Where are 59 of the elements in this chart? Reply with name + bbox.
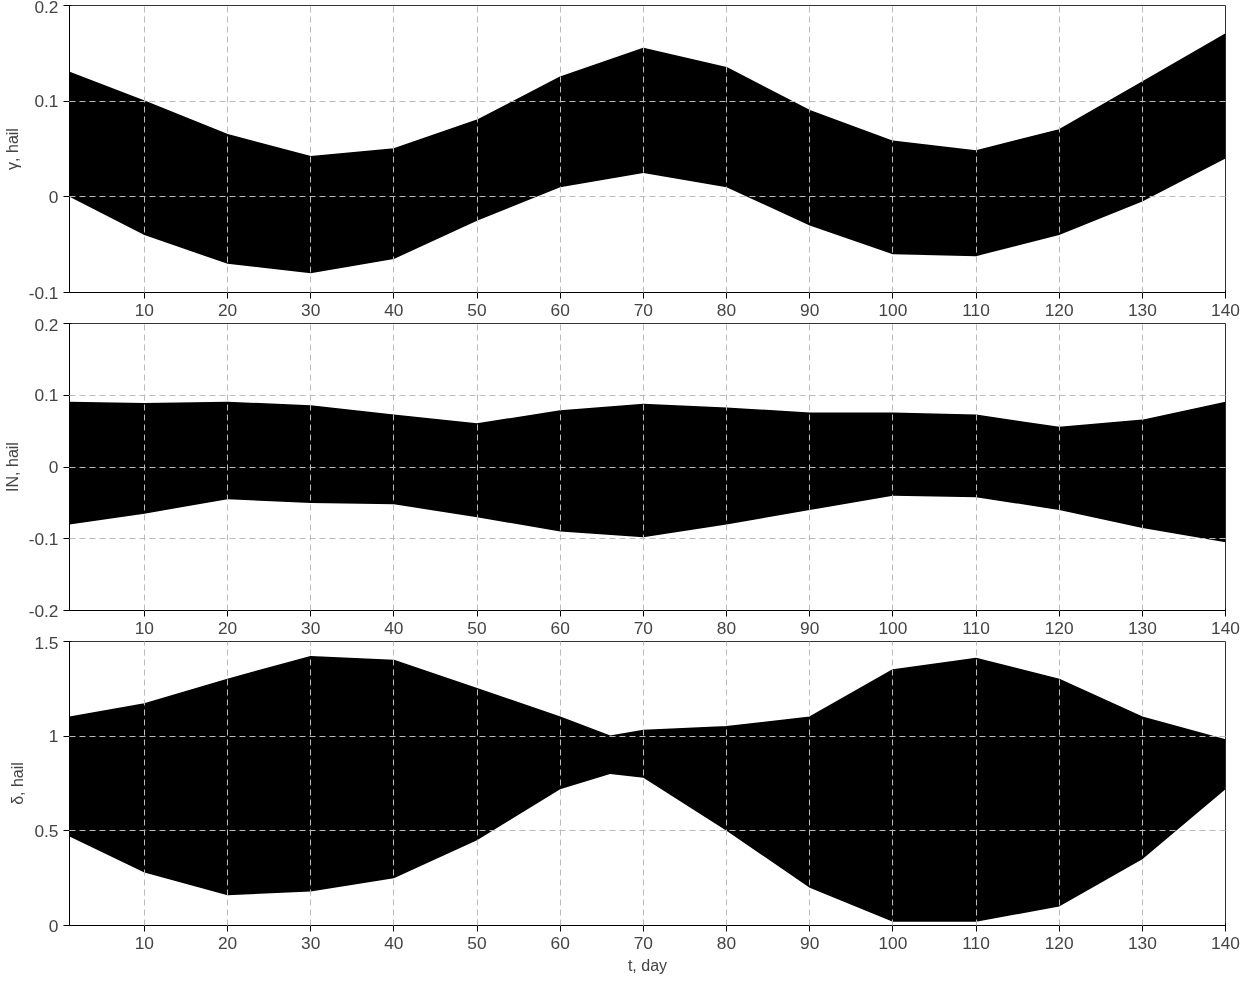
x-tick-label: 60: [550, 299, 570, 320]
y-tick-label: 0.5: [34, 820, 59, 841]
y-axis-title: IN, hail: [3, 442, 21, 492]
x-tick-label: 90: [800, 932, 820, 953]
x-tick-label: 70: [633, 299, 653, 320]
y-tick-label: 0: [48, 915, 59, 936]
y-axis-title: γ, hail: [3, 128, 21, 170]
y-tick-label: 0: [48, 186, 59, 207]
y-tick-label: 1.5: [34, 632, 59, 653]
x-tick-label: 60: [550, 932, 570, 953]
y-tick-label: -0.1: [28, 528, 59, 549]
y-tick-label: 0.2: [34, 314, 59, 335]
x-tick-label: 70: [633, 932, 653, 953]
x-tick-label: 40: [384, 932, 404, 953]
y-tick-label: 0.1: [34, 385, 59, 406]
x-tick-label: 110: [962, 617, 990, 638]
x-tick-label: 100: [878, 932, 908, 953]
x-tick-label: 140: [1211, 299, 1240, 320]
y-tick-label: 0.2: [34, 0, 59, 17]
x-axis-title: t, day: [627, 956, 668, 974]
x-tick-label: 100: [878, 617, 908, 638]
x-tick-label: 90: [800, 617, 820, 638]
x-tick-label: 120: [1044, 299, 1074, 320]
x-tick-label: 30: [301, 932, 321, 953]
y-tick-label: 0: [48, 457, 59, 477]
y-tick-label: 1: [48, 726, 59, 747]
x-tick-label: 90: [800, 299, 820, 320]
x-tick-label: 10: [134, 617, 154, 638]
x-tick-label: 140: [1211, 932, 1240, 953]
x-tick-label: 20: [217, 617, 238, 638]
x-tick-label: 40: [384, 617, 404, 638]
x-tick-label: 120: [1044, 932, 1074, 953]
x-tick-label: 50: [467, 299, 487, 320]
y-tick-label: -0.2: [28, 600, 59, 621]
x-tick-label: 50: [467, 932, 487, 953]
x-tick-label: 50: [467, 617, 487, 638]
x-tick-label: 110: [962, 299, 990, 320]
x-tick-label: 10: [134, 932, 154, 953]
x-tick-label: 80: [716, 299, 737, 320]
x-tick-label: 10: [134, 299, 154, 320]
x-tick-label: 30: [301, 617, 321, 638]
x-tick-label: 130: [1127, 299, 1157, 320]
x-tick-label: 140: [1211, 617, 1240, 638]
x-tick-label: 20: [217, 932, 238, 953]
x-tick-label: 120: [1044, 617, 1074, 638]
x-tick-label: 60: [550, 617, 570, 638]
x-tick-label: 30: [301, 299, 321, 320]
x-tick-label: 80: [716, 617, 737, 638]
y-tick-label: 0.1: [34, 91, 59, 112]
x-tick-label: 100: [878, 299, 908, 320]
x-tick-label: 130: [1127, 617, 1157, 638]
x-tick-label: 80: [716, 932, 737, 953]
x-tick-label: 110: [962, 932, 990, 953]
x-tick-label: 40: [384, 299, 404, 320]
x-tick-label: 70: [633, 617, 653, 638]
y-tick-label: -0.1: [28, 282, 59, 303]
x-tick-label: 20: [217, 299, 238, 320]
y-axis-title: δ, hail: [9, 762, 27, 805]
x-tick-label: 130: [1127, 932, 1157, 953]
